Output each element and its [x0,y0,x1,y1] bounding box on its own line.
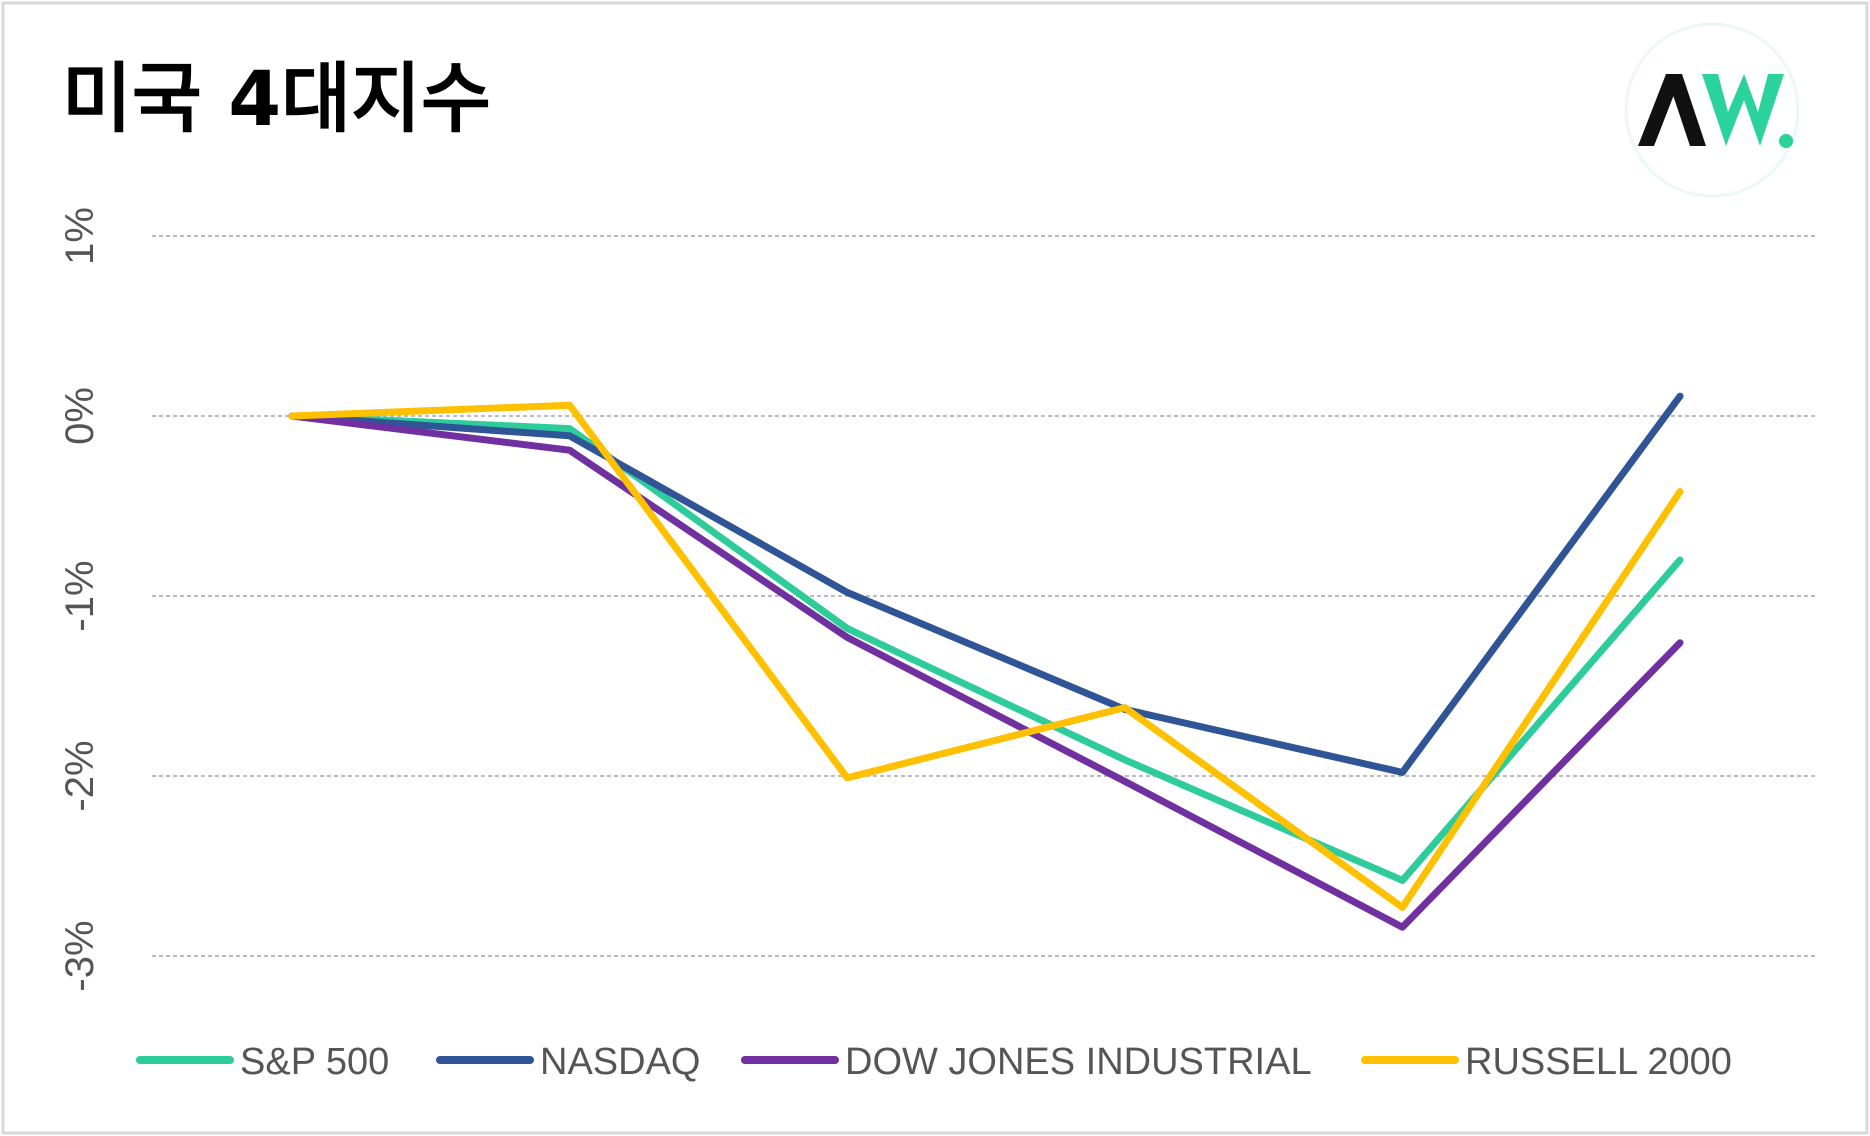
legend: S&P 500 NASDAQ DOW JONES INDUSTRIAL RUSSELL… [136,1041,1732,1083]
legend-label: S&P 500 [240,1041,389,1083]
y-tick-label: -2% [58,740,102,811]
legend-label: RUSSELL 2000 [1465,1041,1732,1083]
series-lines [288,392,1684,931]
logo-a-stroke-right [1666,74,1706,146]
series-line [288,392,1684,776]
aw-logo [1624,22,1800,198]
y-tick-label: 0% [58,387,102,445]
series-line [288,401,1684,911]
logo-w [1702,74,1784,146]
chart-title: 미국 4대지수 [62,54,491,143]
series-line [288,412,1684,931]
y-axis-tick-labels: 1% 0% -1% -2% -3% [58,207,102,991]
y-tick-label: -1% [58,560,102,631]
legend-label: DOW JONES INDUSTRIAL [845,1041,1312,1083]
logo-dot [1779,134,1793,148]
legend-label: NASDAQ [540,1041,700,1083]
y-tick-label: -3% [58,920,102,991]
logo-a-stroke-left [1638,74,1682,146]
grid-lines [152,235,1818,957]
series-line [288,412,1684,884]
logo-badge [1624,22,1800,198]
y-tick-label: 1% [58,207,102,265]
